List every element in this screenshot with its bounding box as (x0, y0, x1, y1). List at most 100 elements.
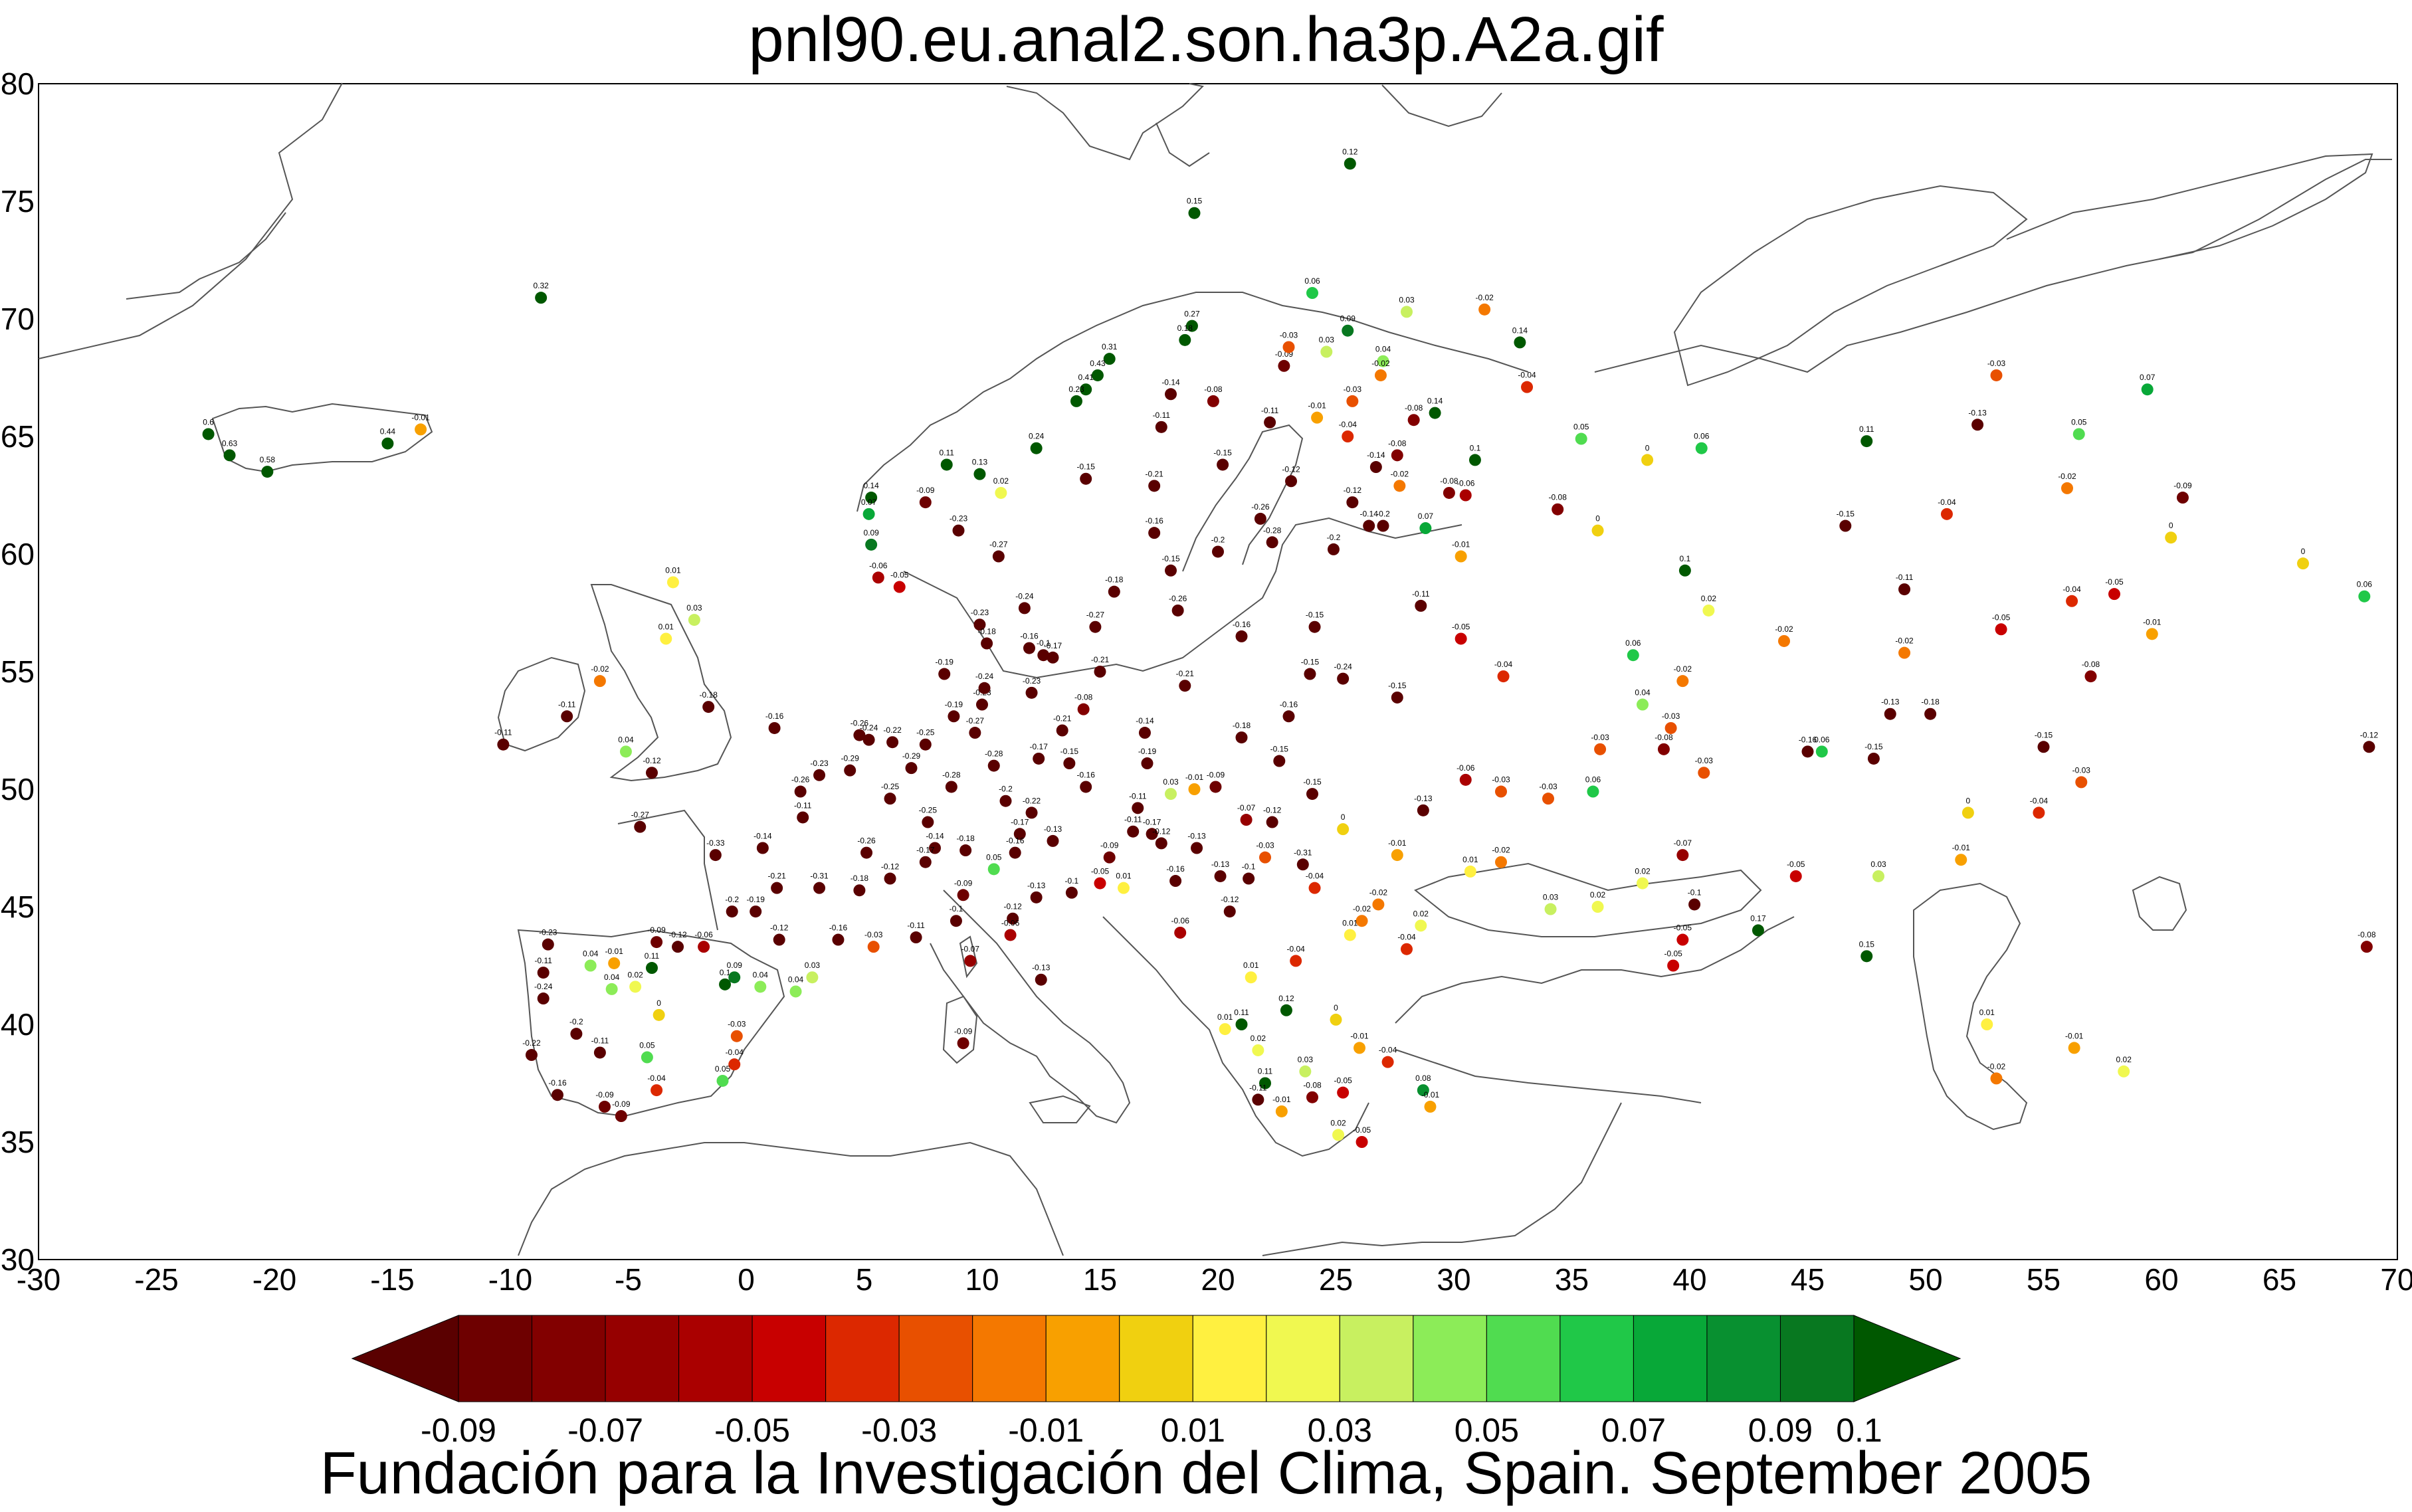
station-value-label: -0.23 (1023, 676, 1041, 686)
station-value-label: -0.01 (1272, 1095, 1291, 1104)
station-marker (1047, 834, 1059, 847)
station-value-label: 0.09 (727, 961, 743, 970)
station-marker (1337, 1086, 1350, 1099)
colorbar-segment (1413, 1315, 1487, 1402)
station-marker (1275, 1105, 1288, 1117)
station-marker (651, 936, 663, 949)
station-marker (1591, 524, 1604, 537)
station-value-label: 0.03 (1399, 295, 1415, 304)
station-marker (1356, 915, 1368, 927)
station-marker (1165, 564, 1177, 577)
station-value-label: -0.09 (1100, 841, 1119, 850)
station-value-label: -0.19 (945, 700, 963, 709)
map-title: pnl90.eu.anal2.son.ha3p.A2a.gif (748, 4, 1664, 75)
station-value-label: -0.27 (631, 810, 650, 820)
station-marker (865, 492, 878, 504)
station-value-label: -0.01 (1308, 401, 1326, 411)
station-value-label: -0.15 (1077, 462, 1096, 472)
station-value-label: -0.15 (1270, 745, 1289, 754)
x-tick-label: 0 (738, 1262, 755, 1297)
station-marker (1514, 336, 1526, 349)
station-marker (619, 745, 632, 758)
station-marker (1455, 550, 1467, 563)
station-marker (973, 468, 986, 480)
station-value-label: -0.26 (851, 719, 869, 728)
station-value-label: -0.1 (1242, 862, 1256, 872)
station-marker (1171, 604, 1184, 616)
x-tick-label: 25 (1319, 1262, 1353, 1297)
station-marker (1023, 642, 1035, 654)
station-value-label: -0.16 (1006, 836, 1025, 846)
station-value-label: -0.11 (1249, 1083, 1267, 1092)
station-value-label: 0.04 (788, 975, 804, 984)
station-value-label: 0.11 (1234, 1008, 1249, 1017)
station-marker (1308, 882, 1321, 894)
station-value-label: -0.21 (1176, 669, 1195, 678)
station-marker (987, 759, 1000, 772)
station-value-label: 0.11 (645, 951, 660, 961)
station-value-label: -0.19 (1138, 747, 1157, 756)
station-marker (957, 889, 969, 901)
station-value-label: -0.22 (1023, 796, 1041, 805)
station-value-label: 0.05 (1573, 423, 1589, 432)
station-value-label: 0.01 (1217, 1012, 1233, 1022)
station-value-label: 0 (1341, 812, 1346, 822)
station-value-label: -0.11 (794, 801, 812, 810)
station-marker (1155, 421, 1167, 433)
station-marker (1381, 1056, 1394, 1068)
station-marker (1815, 745, 1828, 758)
station-marker (1179, 333, 1191, 346)
station-marker (789, 985, 802, 998)
station-marker (599, 1100, 611, 1113)
station-marker (862, 733, 875, 746)
station-marker (2118, 1065, 2130, 1078)
station-value-label: -0.13 (1211, 860, 1230, 869)
station-marker (1995, 623, 2007, 636)
station-value-label: 0.04 (753, 970, 769, 979)
station-value-label: -0.17 (1011, 817, 1029, 826)
station-marker (893, 581, 906, 593)
station-marker (756, 842, 769, 854)
station-value-label: 0.18 (1177, 324, 1193, 333)
station-value-label: 0.03 (1298, 1055, 1314, 1064)
colorbar-segment (1486, 1315, 1561, 1402)
station-markers: 0.60.630.580.44-0.010.320.150.12-0.11-0.… (202, 147, 2378, 1148)
station-marker (2084, 670, 2097, 683)
station-value-label: -0.29 (902, 751, 921, 761)
station-marker (860, 846, 873, 859)
station-value-label: 0.05 (986, 852, 1002, 862)
station-marker (1940, 508, 1953, 520)
station-value-label: -0.16 (548, 1078, 567, 1087)
y-tick-label: 45 (1, 890, 35, 924)
station-marker (1169, 875, 1182, 888)
station-marker (1235, 731, 1248, 744)
colorbar-label: -0.09 (421, 1412, 496, 1449)
station-marker (2075, 776, 2088, 789)
station-marker (1259, 1077, 1271, 1089)
station-marker (1587, 785, 1599, 798)
station-value-label: -0.03 (1256, 841, 1274, 850)
station-marker (2360, 941, 2373, 953)
station-value-label: 0.1 (1680, 554, 1691, 563)
station-marker (2358, 590, 2371, 603)
station-value-label: 0.02 (627, 970, 643, 979)
station-marker (872, 571, 884, 584)
station-marker (995, 486, 1007, 499)
station-value-label: 0.07 (2140, 373, 2156, 382)
station-marker (666, 576, 679, 589)
station-marker (773, 933, 785, 946)
y-tick-label: 50 (1, 772, 35, 806)
station-marker (1252, 1093, 1264, 1106)
station-marker (1138, 727, 1151, 739)
station-value-label: -0.26 (791, 775, 810, 785)
station-marker (1552, 503, 1564, 516)
station-value-label: -0.01 (1388, 838, 1407, 848)
y-tick-label: 65 (1, 419, 35, 454)
colorbar-segment (1045, 1315, 1120, 1402)
station-marker (608, 957, 621, 969)
station-value-label: -0.12 (1282, 464, 1300, 474)
station-marker (1678, 564, 1691, 577)
colorbar-segment (1266, 1315, 1340, 1402)
station-marker (1990, 1072, 2003, 1085)
